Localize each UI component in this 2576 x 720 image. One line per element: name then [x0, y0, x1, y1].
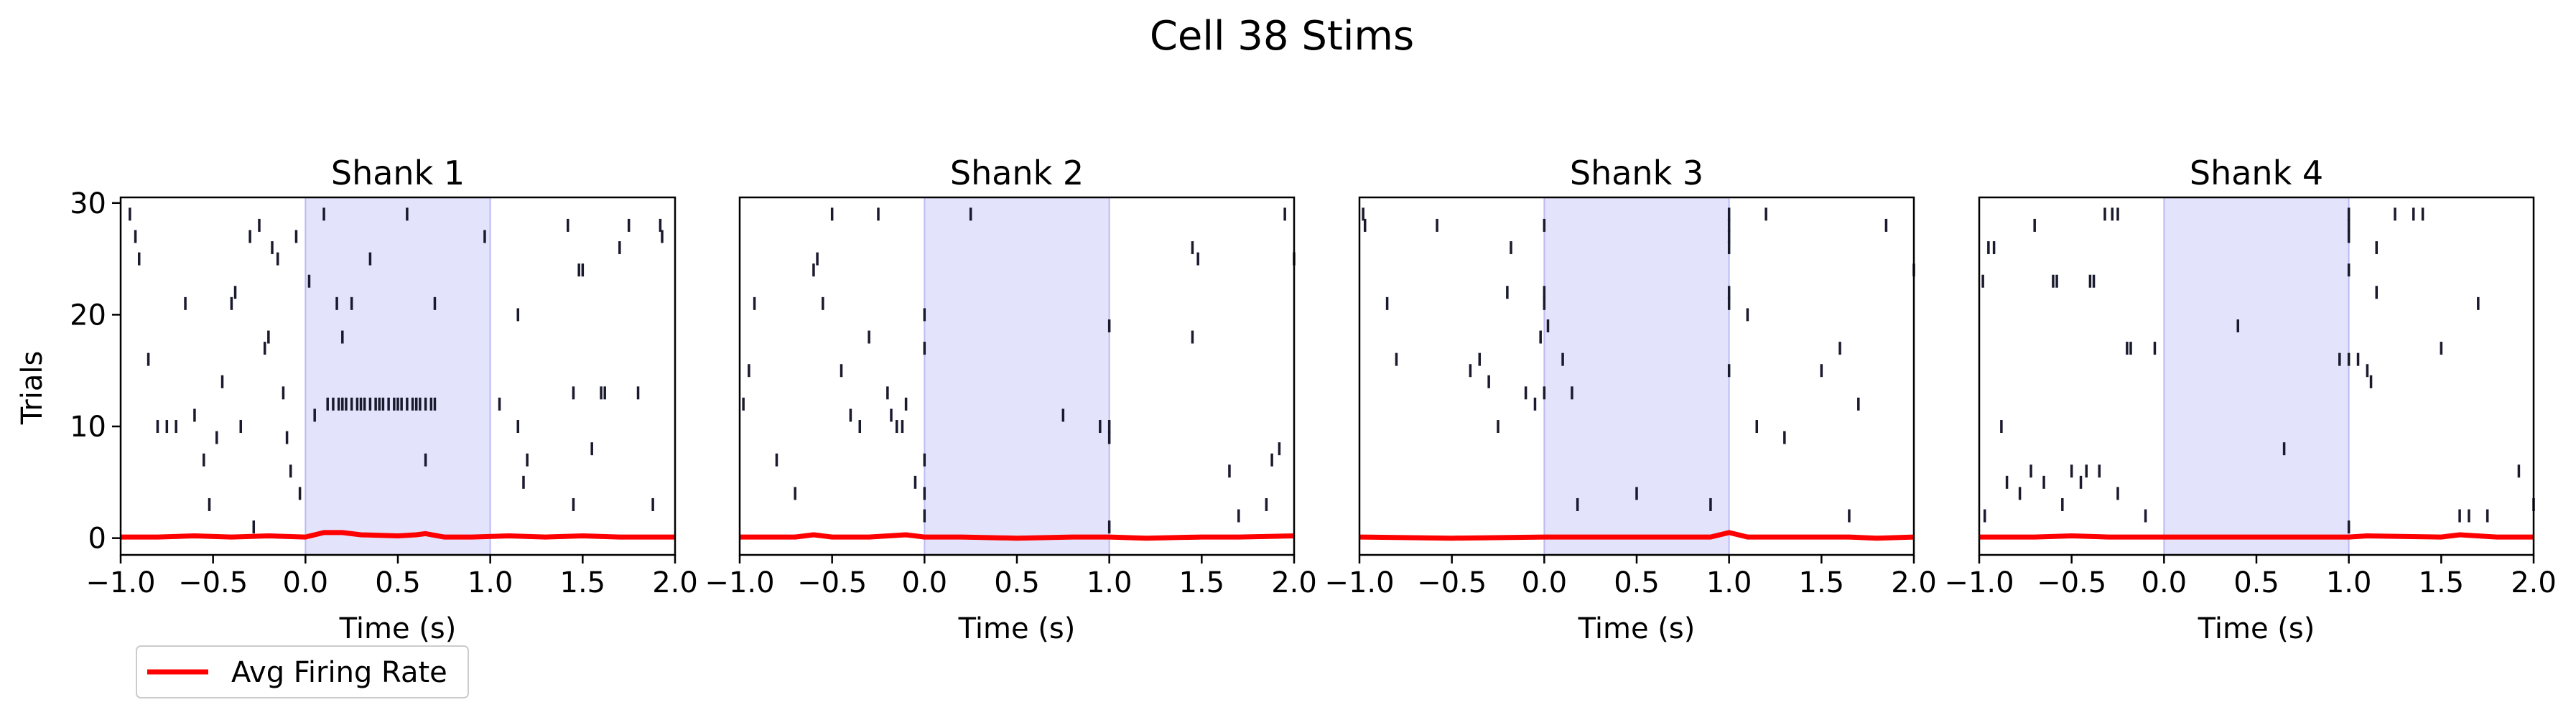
x-tick-label: −0.5 — [2037, 566, 2106, 599]
y-tick-label: 30 — [70, 187, 106, 220]
x-tick-label: 1.0 — [1087, 566, 1133, 599]
spike-raster — [129, 207, 664, 534]
avg-firing-rate-line — [740, 532, 1295, 541]
x-tick-label: −0.5 — [1417, 566, 1487, 599]
x-tick-label: 1.5 — [1799, 566, 1845, 599]
legend-label: Avg Firing Rate — [231, 656, 447, 689]
stim-window — [1543, 197, 1730, 556]
x-tick-label: 1.5 — [560, 566, 606, 599]
panel-title: Shank 3 — [1570, 154, 1703, 192]
x-tick-label: 1.0 — [2326, 566, 2372, 599]
x-axis-label: Time (s) — [1578, 612, 1696, 645]
x-tick-label: 0.5 — [994, 566, 1040, 599]
x-tick-label: 2.0 — [2511, 566, 2557, 599]
panel-title: Shank 1 — [331, 154, 465, 192]
x-tick-label: −1.0 — [1324, 566, 1394, 599]
x-tick-label: −0.5 — [797, 566, 867, 599]
y-tick-label: 0 — [88, 523, 106, 556]
avg-firing-rate-line — [1359, 530, 1915, 541]
y-axis-label: Trials — [16, 351, 49, 426]
stim-window — [924, 197, 1110, 556]
panel-2: −1.0 −0.5 0.0 0.5 1.0 1.5 2.0 Shank 2 Time (s) — [705, 154, 1316, 645]
x-tick-label: 0.5 — [1614, 566, 1660, 599]
legend-frame — [136, 645, 469, 698]
x-tick-label: 0.0 — [1522, 566, 1568, 599]
panel-1: −1.0 −0.5 0.0 0.5 1.0 1.5 2.0 0 10 20 30 Shank 1 Tim… — [70, 154, 698, 645]
x-tick-label: 2.0 — [1891, 566, 1937, 599]
x-tick-label: −1.0 — [705, 566, 774, 599]
panel-title: Shank 2 — [950, 154, 1084, 192]
x-tick-label: 1.0 — [468, 566, 513, 599]
spike-raster — [742, 207, 1296, 534]
x-tick-label: −0.5 — [178, 566, 248, 599]
x-tick-label: 1.5 — [1179, 566, 1225, 599]
x-tick-label: 0.0 — [283, 566, 329, 599]
panel-3: −1.0 −0.5 0.0 0.5 1.0 1.5 2.0 Shank 3 Time (s) — [1324, 154, 1936, 645]
x-tick-label: −1.0 — [85, 566, 155, 599]
figure-title: Cell 38 Stims — [1150, 13, 1414, 60]
x-axis-label: Time (s) — [2198, 612, 2315, 645]
x-tick-label: 1.5 — [2419, 566, 2465, 599]
panel-title: Shank 4 — [2190, 154, 2323, 192]
panel-4: −1.0 −0.5 0.0 0.5 1.0 1.5 2.0 Shank 4 Time (s) — [1944, 154, 2556, 645]
y-tick-label: 10 — [70, 411, 106, 444]
stim-window — [304, 197, 491, 556]
legend: Avg Firing Rate — [136, 645, 469, 698]
avg-firing-rate-line — [121, 530, 675, 540]
stim-window — [2163, 197, 2350, 556]
x-tick-label: 0.5 — [375, 566, 421, 599]
x-tick-label: 0.5 — [2233, 566, 2279, 599]
x-tick-label: −1.0 — [1944, 566, 2014, 599]
x-tick-label: 1.0 — [1706, 566, 1752, 599]
x-axis-label: Time (s) — [339, 612, 457, 645]
y-tick-label: 20 — [70, 299, 106, 332]
x-axis-label: Time (s) — [958, 612, 1076, 645]
x-tick-label: 0.0 — [902, 566, 948, 599]
x-tick-label: 0.0 — [2142, 566, 2187, 599]
x-tick-label: 2.0 — [652, 566, 698, 599]
x-tick-label: 2.0 — [1271, 566, 1317, 599]
avg-firing-rate-line — [1979, 532, 2534, 540]
